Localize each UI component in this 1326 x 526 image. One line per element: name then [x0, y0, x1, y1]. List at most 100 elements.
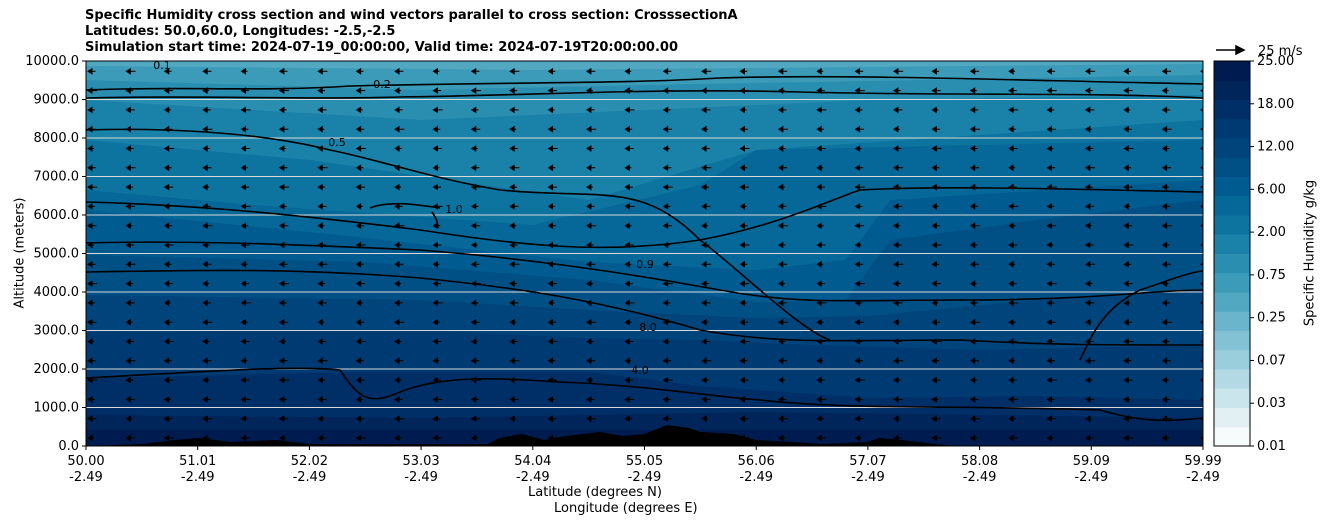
- wind-vector-arrow: [355, 415, 365, 423]
- wind-vector-arrow: [278, 299, 287, 307]
- wind-vector-arrow: [777, 202, 787, 210]
- wind-vector-arrow: [1084, 222, 1092, 230]
- wind-vector-arrow: [1046, 395, 1055, 403]
- wind-vector-arrow: [317, 318, 325, 326]
- wind-vector-arrow: [739, 338, 750, 345]
- wind-vector-arrow: [739, 145, 750, 152]
- wind-vector-arrow: [777, 67, 788, 75]
- wind-vector-arrow: [624, 67, 632, 75]
- wind-vector-arrow: [125, 222, 133, 230]
- wind-vector-arrow: [470, 280, 481, 288]
- wind-vector-arrow: [1084, 338, 1094, 345]
- wind-vector-arrow: [624, 164, 632, 172]
- wind-vector-arrow: [739, 318, 749, 326]
- wind-vector-arrow: [470, 357, 480, 365]
- colorbar-segment: [1214, 272, 1250, 293]
- wind-vector-arrow: [240, 87, 250, 95]
- chart-title-line-3: Simulation start time: 2024-07-19_00:00:…: [85, 40, 678, 55]
- wind-vector-arrow: [739, 299, 747, 307]
- colorbar-label: Specific Humidity g/kg: [1302, 179, 1318, 327]
- wind-vector-arrow: [624, 395, 635, 403]
- wind-vector-arrow: [509, 145, 518, 152]
- wind-vector-arrow: [432, 106, 443, 114]
- wind-vector-arrow: [854, 222, 864, 230]
- wind-vector-arrow: [470, 299, 479, 307]
- wind-vector-arrow: [662, 415, 673, 423]
- wind-vector-arrow: [87, 357, 96, 365]
- colorbar-tick-label: 0.01: [1257, 439, 1286, 454]
- wind-vector-arrow: [240, 260, 248, 268]
- wind-vector-arrow: [854, 241, 862, 249]
- wind-vector-arrow: [87, 395, 95, 403]
- colorbar-tick-label: 12.00: [1257, 140, 1294, 155]
- wind-vector-arrow: [1008, 67, 1016, 75]
- wind-vector-arrow: [1161, 395, 1171, 403]
- wind-vector-arrow: [1123, 87, 1133, 95]
- wind-vector-arrow: [893, 241, 902, 249]
- wind-vector-arrow: [893, 145, 902, 152]
- wind-vector-arrow: [585, 338, 594, 345]
- wind-vector-arrow: [317, 183, 326, 191]
- x-tick-label-longitude: -2.49: [963, 470, 997, 485]
- wind-vector-arrow: [163, 87, 174, 95]
- colorbar-tick-label: 18.00: [1257, 97, 1294, 112]
- wind-vector-arrow: [1161, 164, 1172, 172]
- wind-vector-arrow: [893, 299, 903, 307]
- wind-vector-arrow: [1084, 241, 1094, 249]
- wind-vector-arrow: [125, 338, 134, 345]
- wind-vector-arrow: [394, 260, 404, 268]
- wind-vector-arrow: [854, 280, 865, 288]
- colorbar-segment: [1214, 118, 1250, 139]
- wind-vector-arrow: [470, 145, 478, 152]
- wind-vector-arrow: [278, 338, 286, 345]
- wind-vector-arrow: [163, 222, 173, 230]
- wind-vector-arrow: [931, 145, 942, 152]
- x-tick-label-longitude: -2.49: [404, 470, 438, 485]
- wind-vector-arrow: [547, 318, 557, 326]
- wind-vector-arrow: [1046, 222, 1056, 230]
- wind-vector-arrow: [240, 222, 249, 230]
- wind-vector-arrow: [125, 183, 134, 191]
- wind-vector-arrow: [87, 415, 97, 423]
- wind-vector-arrow: [470, 164, 480, 172]
- wind-vector-arrow: [1008, 318, 1016, 326]
- wind-vector-arrow: [969, 67, 980, 75]
- wind-vector-arrow: [432, 241, 442, 249]
- wind-vector-arrow: [240, 434, 250, 442]
- contour-label: 0.2: [373, 78, 391, 91]
- wind-vector-arrow: [816, 415, 825, 423]
- contour-line: [86, 241, 1203, 302]
- wind-vector-arrow: [125, 164, 136, 172]
- wind-vector-arrow: [432, 415, 441, 423]
- wind-vector-arrow: [509, 164, 520, 172]
- wind-vector-arrow: [816, 280, 825, 288]
- wind-vector-arrow: [893, 415, 900, 423]
- wind-vector-arrow: [624, 202, 635, 210]
- contour-label: 0.5: [328, 136, 346, 149]
- wind-vector-arrow: [125, 241, 134, 249]
- wind-vector-arrow: [1008, 376, 1017, 384]
- wind-vector-arrow: [1084, 357, 1096, 365]
- wind-vector-arrow: [1123, 67, 1132, 75]
- wind-vector-arrow: [163, 260, 172, 268]
- wind-vector-arrow: [125, 395, 135, 403]
- wind-vector-arrow: [1161, 222, 1172, 230]
- wind-vector-arrow: [509, 299, 519, 307]
- wind-vector-arrow: [777, 145, 786, 152]
- wind-vector-arrow: [624, 145, 634, 152]
- wind-vector-arrow: [394, 415, 405, 423]
- wind-vector-arrow: [662, 376, 673, 384]
- wind-vector-arrow: [816, 318, 825, 326]
- wind-vector-arrow: [777, 164, 788, 172]
- x-axis-label-longitude: Longitude (degrees E): [554, 501, 698, 516]
- wind-vector-arrow: [662, 434, 670, 442]
- wind-vector-arrow: [1084, 183, 1093, 191]
- wind-vector-arrow: [739, 241, 750, 249]
- wind-vector-arrow: [202, 67, 212, 75]
- wind-vector-arrow: [893, 202, 903, 210]
- wind-vector-arrow: [470, 106, 479, 114]
- wind-vector-arrow: [432, 299, 443, 307]
- wind-vector-arrow: [931, 318, 940, 326]
- x-tick-label-latitude: 52.02: [291, 454, 328, 469]
- wind-vector-arrow: [662, 395, 671, 403]
